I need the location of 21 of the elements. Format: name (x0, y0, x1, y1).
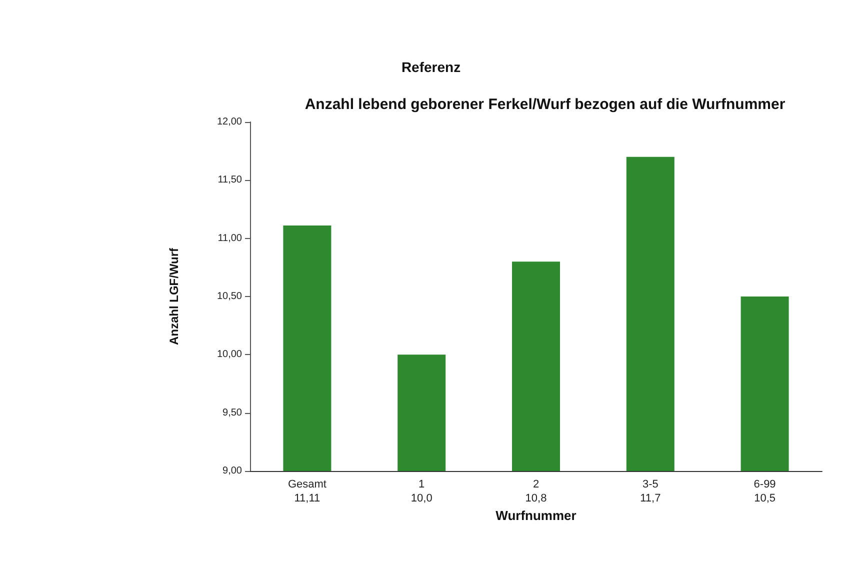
y-tick-label: 12,00 (216, 116, 242, 128)
data-label: 10,0 (410, 492, 432, 504)
y-axis-title: Anzahl LGF/Wurf (167, 246, 181, 346)
data-label: 11,11 (294, 492, 320, 504)
y-tick-label: 11,00 (218, 232, 242, 244)
y-tick-label: 10,50 (216, 291, 242, 302)
chart-subtitle: Anzahl lebend geborener Ferkel/Wurf bezogen auf die Wurfnummer (304, 96, 786, 113)
y-tick-label: 9,50 (222, 407, 242, 418)
data-label: 10,5 (754, 492, 776, 504)
y-tick-label: 9,00 (222, 466, 242, 476)
y-tick-label: 11,50 (218, 174, 242, 186)
x-tick-label: 1 (418, 478, 425, 490)
x-tick-label: 6-99 (754, 478, 776, 490)
data-label: 11,7 (640, 492, 661, 504)
data-label: 10,8 (525, 492, 547, 504)
y-tick-label: 10,00 (216, 349, 242, 360)
x-tick-label: Gesamt (288, 478, 326, 490)
chart-title: Referenz (401, 59, 461, 75)
x-tick-label: 2 (532, 478, 540, 490)
x-tick-label: 3-5 (642, 478, 658, 490)
x-axis-title: Wurfnummer (496, 508, 576, 523)
